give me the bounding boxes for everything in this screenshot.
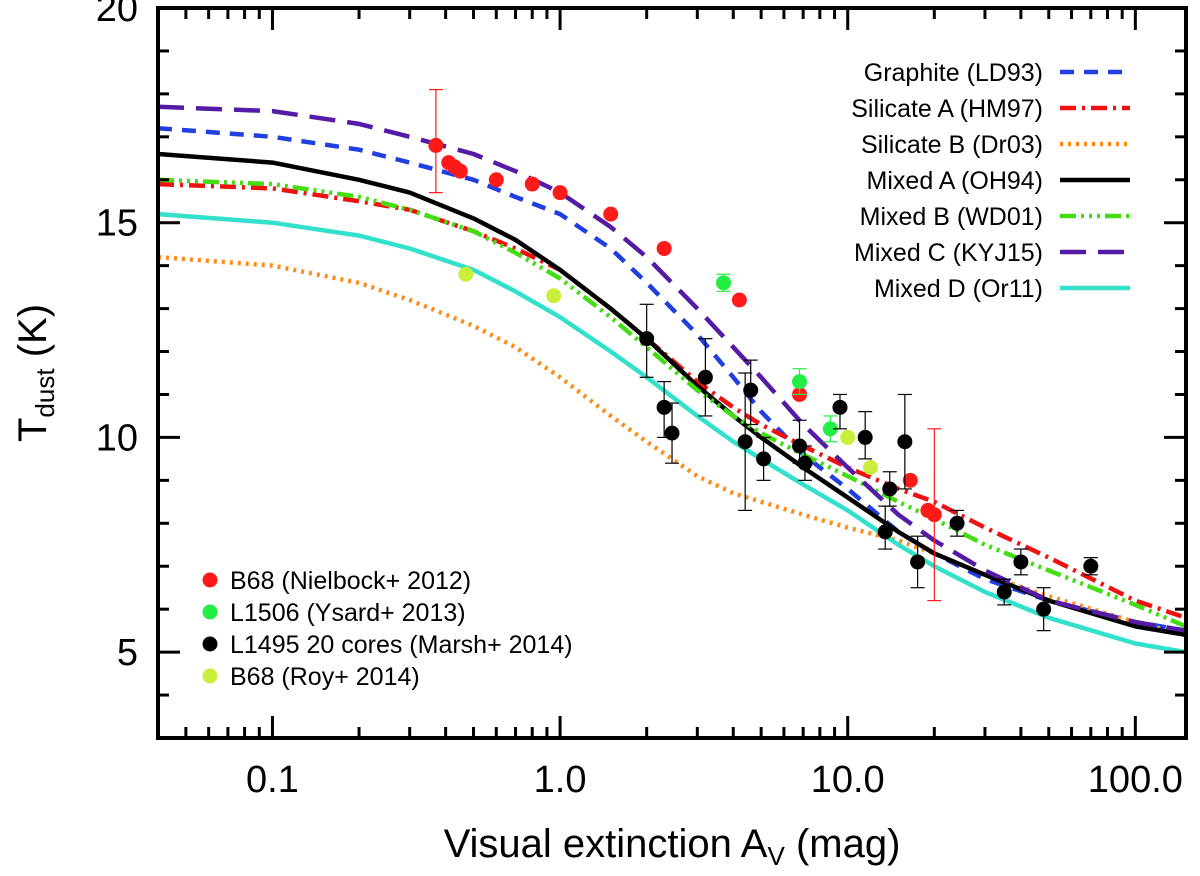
legend-curves: Graphite (LD93) Silicate A (HM97) Silicate…	[851, 59, 1130, 303]
legend-label-mixed-d-or11: Mixed D (Or11)	[874, 275, 1043, 303]
point-l1495-20-cores-marsh-2014	[877, 524, 893, 540]
point-l1495-20-cores-marsh-2014	[1036, 601, 1052, 617]
point-l1495-20-cores-marsh-2014	[664, 425, 680, 441]
data-points	[428, 88, 1099, 632]
axis-ticks	[156, 6, 1186, 740]
legend-marker-l1495-20-cores-marsh-2014	[202, 636, 218, 652]
point-l1495-20-cores-marsh-2014	[656, 399, 672, 415]
point-l1495-20-cores-marsh-2014	[949, 515, 965, 531]
point-b68-roy-2014	[840, 429, 856, 445]
curve-mixed-c-kyj15	[158, 104, 1186, 633]
point-l1506-ysard-2013	[792, 374, 808, 390]
legend-marker-b68-roy-2014	[202, 668, 218, 684]
point-b68-nielbock-2012	[926, 507, 942, 523]
point-l1495-20-cores-marsh-2014	[1013, 554, 1029, 570]
point-l1495-20-cores-marsh-2014	[743, 382, 759, 398]
x-tick-label: 0.1	[246, 759, 299, 801]
point-b68-roy-2014	[862, 459, 878, 475]
curve-graphite-ld93	[158, 125, 1186, 633]
legend-label-mixed-b-wd01: Mixed B (WD01)	[860, 203, 1043, 231]
legend-label-b68-roy-2014: B68 (Roy+ 2014)	[230, 663, 420, 691]
point-b68-nielbock-2012	[524, 176, 540, 192]
legend-label-graphite-ld93: Graphite (LD93)	[864, 59, 1043, 87]
legend-label-l1495-20-cores-marsh-2014: L1495 20 cores (Marsh+ 2014)	[230, 631, 573, 659]
y-axis-title: Tdust (K)	[11, 304, 60, 442]
point-b68-nielbock-2012	[452, 163, 468, 179]
point-b68-nielbock-2012	[603, 206, 619, 222]
point-l1495-20-cores-marsh-2014	[996, 584, 1012, 600]
legend-label-b68-nielbock-2012: B68 (Nielbock+ 2012)	[230, 567, 471, 595]
point-l1495-20-cores-marsh-2014	[897, 434, 913, 450]
point-l1495-20-cores-marsh-2014	[737, 434, 753, 450]
y-tick-label: 10	[96, 417, 138, 459]
y-tick-label: 20	[96, 0, 138, 30]
point-b68-nielbock-2012	[552, 185, 568, 201]
point-l1495-20-cores-marsh-2014	[756, 451, 772, 467]
point-b68-nielbock-2012	[428, 137, 444, 153]
point-l1495-20-cores-marsh-2014	[639, 331, 655, 347]
point-l1495-20-cores-marsh-2014	[882, 481, 898, 497]
legend-label-silicate-b-dr03: Silicate B (Dr03)	[861, 131, 1043, 159]
x-tick-label: 1.0	[534, 759, 587, 801]
legend-label-mixed-c-kyj15: Mixed C (KYJ15)	[854, 239, 1043, 267]
curves	[158, 104, 1186, 655]
point-b68-nielbock-2012	[731, 292, 747, 308]
legend-label-silicate-a-hm97: Silicate A (HM97)	[851, 95, 1043, 123]
point-b68-nielbock-2012	[902, 472, 918, 488]
curve-silicate-a-hm97	[158, 181, 1186, 620]
curve-mixed-d-or11	[158, 211, 1186, 655]
point-b68-nielbock-2012	[488, 172, 504, 188]
x-tick-label: 10.0	[811, 759, 885, 801]
y-tick-label: 5	[117, 632, 138, 674]
curve-mixed-b-wd01	[158, 177, 1186, 629]
plot-frame	[156, 6, 1188, 740]
point-l1506-ysard-2013	[822, 421, 838, 437]
tick-labels: 0.1 1.0 10.0 100.0 5 10 15 20	[96, 0, 1183, 801]
legend-label-mixed-a-oh94: Mixed A (OH94)	[867, 167, 1043, 195]
legend-points: B68 (Nielbock+ 2012) L1506 (Ysard+ 2013) L…	[202, 567, 573, 691]
legend-marker-b68-nielbock-2012	[202, 572, 218, 588]
x-tick-label: 100.0	[1088, 759, 1183, 801]
y-tick-label: 15	[96, 203, 138, 245]
point-l1495-20-cores-marsh-2014	[1083, 558, 1099, 574]
point-b68-roy-2014	[458, 266, 474, 282]
legend-label-l1506-ysard-2013: L1506 (Ysard+ 2013)	[230, 599, 466, 627]
point-l1495-20-cores-marsh-2014	[832, 399, 848, 415]
x-axis-title: Visual extinction AV (mag)	[444, 822, 901, 871]
curve-mixed-a-oh94	[158, 151, 1186, 638]
point-l1495-20-cores-marsh-2014	[697, 369, 713, 385]
point-b68-nielbock-2012	[656, 240, 672, 256]
point-l1495-20-cores-marsh-2014	[910, 554, 926, 570]
legend-marker-l1506-ysard-2013	[202, 604, 218, 620]
point-b68-roy-2014	[546, 288, 562, 304]
point-l1495-20-cores-marsh-2014	[797, 455, 813, 471]
point-l1506-ysard-2013	[716, 275, 732, 291]
point-l1495-20-cores-marsh-2014	[857, 429, 873, 445]
